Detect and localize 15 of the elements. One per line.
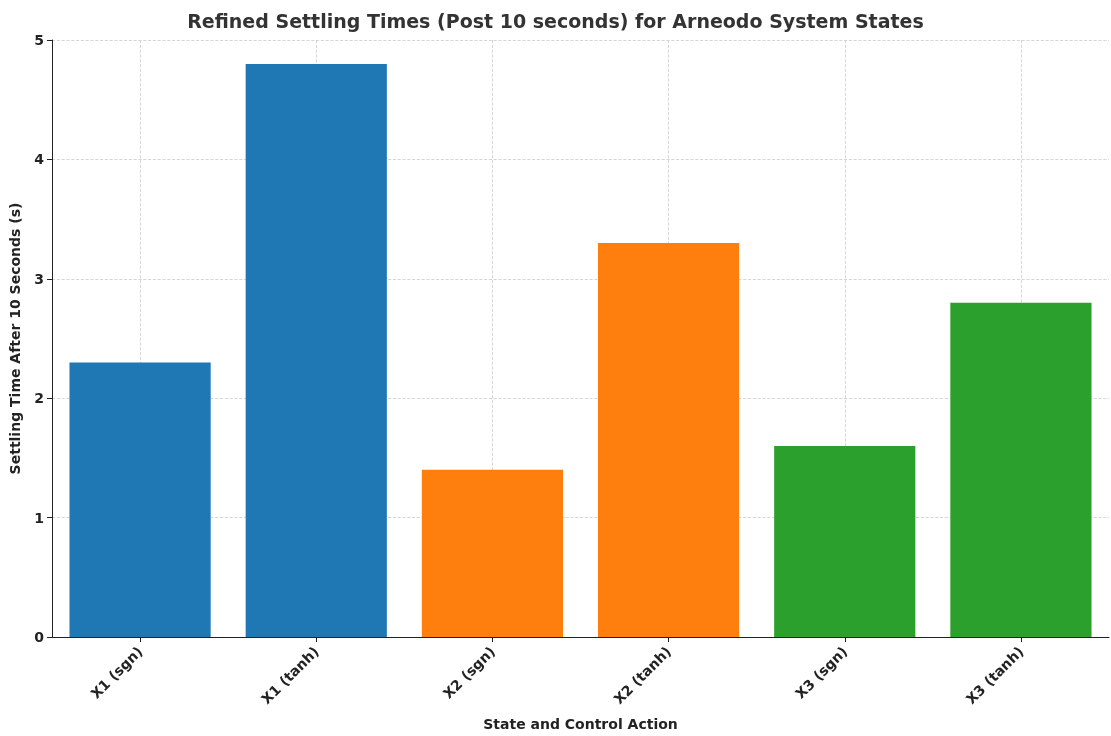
bar <box>597 242 740 637</box>
y-tick-label: 4 <box>34 151 45 168</box>
chart-title: Refined Settling Times (Post 10 seconds) for Arneodo System States <box>187 9 924 32</box>
y-tick-label: 2 <box>34 390 44 407</box>
bar <box>950 302 1092 637</box>
y-tick-label: 5 <box>34 32 44 48</box>
y-axis-title: Settling Time After 10 Seconds (s) <box>7 202 23 475</box>
y-tick-label: 0 <box>34 629 45 645</box>
y-tick-label: 1 <box>34 509 44 526</box>
bar <box>421 469 564 637</box>
bar <box>245 63 387 637</box>
bar <box>774 445 916 637</box>
x-axis-title: State and Control Action <box>483 716 678 732</box>
y-tick-label: 3 <box>34 270 44 287</box>
bar <box>69 362 211 637</box>
